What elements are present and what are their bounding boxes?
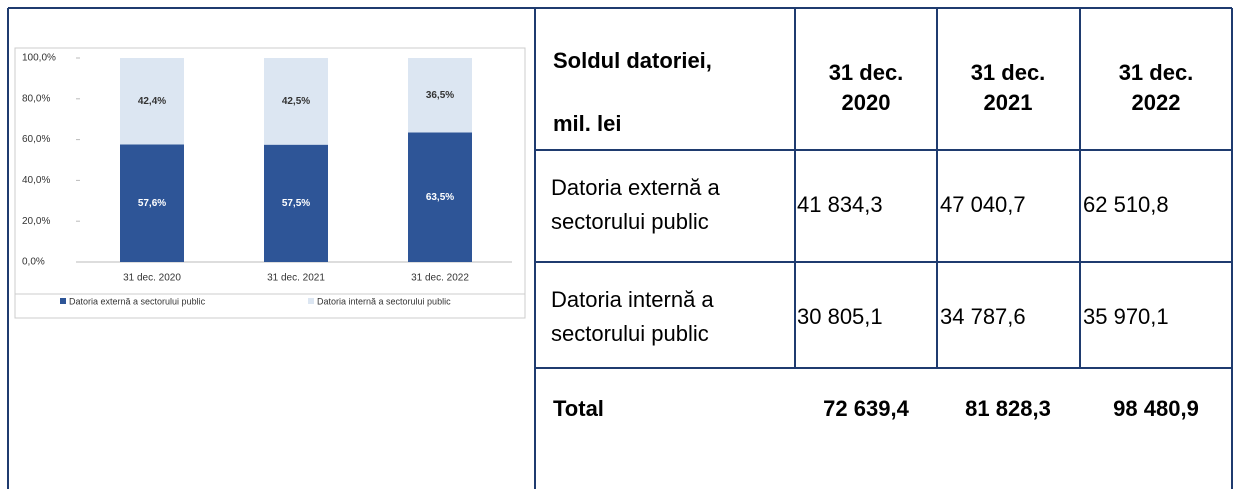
legend-swatch	[308, 298, 314, 304]
y-tick-label: 0,0%	[22, 257, 45, 268]
header-cell: 31 dec.	[829, 60, 904, 85]
x-tick-label: 31 dec. 2020	[123, 273, 181, 284]
cell: 81 828,3	[965, 396, 1051, 421]
data-label: 57,5%	[282, 198, 310, 209]
data-label: 42,4%	[138, 96, 166, 107]
cell: 30 805,1	[797, 304, 883, 329]
bar-segment	[264, 58, 328, 145]
cell: 98 480,9	[1113, 396, 1199, 421]
x-tick-label: 31 dec. 2021	[267, 273, 325, 284]
legend-label: Datoria internă a sectorului public	[317, 296, 451, 306]
y-tick-label: 20,0%	[22, 216, 50, 227]
bar-segment	[264, 144, 328, 262]
y-tick-label: 100,0%	[22, 53, 56, 64]
data-label: 42,5%	[282, 96, 310, 107]
bar-segment	[408, 58, 472, 133]
legend-swatch	[60, 298, 66, 304]
y-tick-label: 40,0%	[22, 175, 50, 186]
cell: 34 787,6	[940, 304, 1026, 329]
data-label: 36,5%	[426, 90, 454, 101]
header-cell: 2022	[1132, 90, 1181, 115]
row-label: sectorului public	[551, 321, 709, 346]
row-label: Datoria externă a	[551, 175, 721, 200]
bar-segment	[120, 144, 184, 262]
bar-segment	[408, 132, 472, 262]
header-cell: 2021	[984, 90, 1033, 115]
cell: 47 040,7	[940, 192, 1026, 217]
header-cell: 31 dec.	[971, 60, 1046, 85]
cell: 35 970,1	[1083, 304, 1169, 329]
header-cell: mil. lei	[553, 111, 621, 136]
bar-segment	[120, 58, 184, 145]
data-label: 63,5%	[426, 192, 454, 203]
header-cell: 31 dec.	[1119, 60, 1194, 85]
row-label: sectorului public	[551, 209, 709, 234]
x-tick-label: 31 dec. 2022	[411, 273, 469, 284]
cell: 72 639,4	[823, 396, 909, 421]
row-label: Datoria internă a	[551, 287, 714, 312]
data-label: 57,6%	[138, 198, 166, 209]
y-tick-label: 60,0%	[22, 134, 50, 145]
y-tick-label: 80,0%	[22, 93, 50, 104]
cell: 62 510,8	[1083, 192, 1169, 217]
cell: 41 834,3	[797, 192, 883, 217]
header-cell: 2020	[842, 90, 891, 115]
legend-label: Datoria externă a sectorului public	[69, 296, 206, 306]
row-label: Total	[553, 396, 604, 421]
header-cell: Soldul datoriei,	[553, 48, 712, 73]
frame	[7, 7, 1233, 489]
